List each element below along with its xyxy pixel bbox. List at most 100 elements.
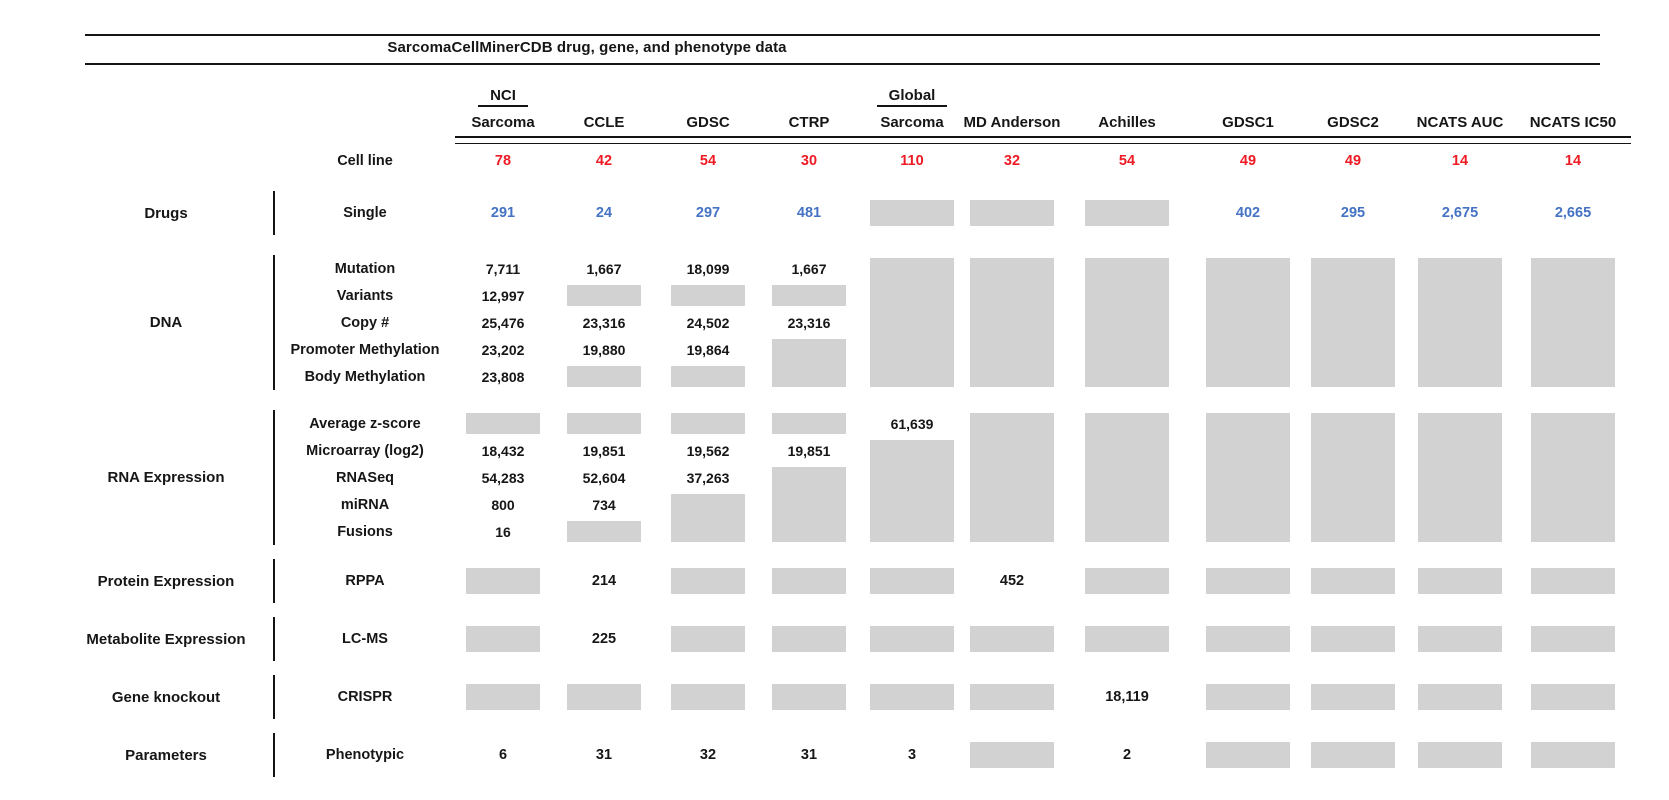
na-cell-gdsc: [657, 363, 759, 390]
no-data-box: [772, 467, 846, 542]
category-label: DNA: [25, 255, 275, 390]
subrow-label: Fusions: [337, 523, 393, 540]
no-data-box: [772, 568, 846, 594]
data-value-nci-sarcoma: 12,997: [481, 287, 525, 304]
no-data-box: [1531, 684, 1615, 710]
no-data-box: [870, 684, 954, 710]
cell-line-count-gdsc: 54: [699, 152, 717, 169]
no-data-box: [1206, 413, 1290, 542]
header-double-rule: [455, 135, 1631, 144]
data-value-nci-sarcoma: 7,711: [485, 260, 521, 277]
no-data-box: [1311, 684, 1395, 710]
data-value-ccle: 19,880: [582, 341, 626, 358]
data-value-ncats-auc: 2,675: [1441, 205, 1479, 221]
na-cell-ctrp: [759, 675, 859, 719]
no-data-box: [1418, 413, 1502, 542]
category-label: Gene knockout: [25, 675, 275, 719]
section-dna: DNA Mutation Variants Copy # Promoter Methyl…: [25, 255, 1656, 390]
na-cell-ctrp: [759, 464, 859, 545]
na-cell-gdsc2: [1301, 559, 1405, 603]
na-cell-achilles: [1059, 410, 1195, 545]
na-cell-global-sarcoma: [859, 437, 965, 545]
subrow-label: RPPA: [345, 573, 385, 589]
data-value-ccle: 214: [591, 573, 617, 589]
no-data-box: [870, 200, 954, 226]
na-cell-ctrp: [759, 282, 859, 309]
no-data-box: [772, 285, 846, 306]
na-cell-gdsc: [657, 675, 759, 719]
no-data-box: [1311, 258, 1395, 387]
na-cell-md-anderson: [965, 255, 1059, 390]
data-value-gdsc: 19,864: [686, 341, 730, 358]
na-cell-md-anderson: [965, 675, 1059, 719]
no-data-box: [466, 684, 540, 710]
no-data-box: [671, 494, 745, 542]
column-header-global-sarcoma: Sarcoma: [880, 113, 944, 131]
na-cell-gdsc2: [1301, 255, 1405, 390]
no-data-box: [1418, 568, 1502, 594]
na-cell-ccle: [551, 518, 657, 545]
na-cell-md-anderson: [965, 733, 1059, 777]
cell-line-count-global-sarcoma: 110: [900, 152, 924, 169]
cell-line-count-gdsc2: 49: [1344, 152, 1362, 169]
data-value-nci-sarcoma: 23,202: [481, 341, 525, 358]
data-value-ctrp: 19,851: [787, 442, 831, 459]
na-cell-ncats-auc: [1405, 733, 1515, 777]
subrow-label: LC-MS: [342, 631, 388, 647]
na-cell-md-anderson: [965, 617, 1059, 661]
data-value-ctrp: 31: [800, 747, 818, 763]
column-header-nci-sarcoma: Sarcoma: [471, 113, 535, 131]
na-cell-gdsc: [657, 282, 759, 309]
subrow-label: Variants: [336, 287, 394, 304]
category-label: Drugs: [25, 191, 275, 235]
no-data-box: [772, 413, 846, 434]
data-value-gdsc1: 402: [1235, 205, 1261, 221]
no-data-box: [671, 626, 745, 652]
na-cell-ncats-ic50: [1515, 255, 1631, 390]
data-value-md-anderson: 452: [999, 573, 1025, 589]
na-cell-ccle: [551, 410, 657, 437]
subrow-label: Body Methylation: [304, 368, 426, 385]
na-cell-ncats-auc: [1405, 617, 1515, 661]
na-cell-achilles: [1059, 255, 1195, 390]
na-cell-ncats-ic50: [1515, 559, 1631, 603]
no-data-box: [671, 684, 745, 710]
na-cell-achilles: [1059, 559, 1195, 603]
cell-line-count-ctrp: 30: [800, 152, 818, 169]
subrow-label: Single: [343, 205, 387, 221]
no-data-box: [1311, 742, 1395, 768]
na-cell-global-sarcoma: [859, 255, 965, 390]
no-data-box: [567, 366, 641, 387]
no-data-box: [1206, 684, 1290, 710]
no-data-box: [970, 200, 1054, 226]
section-gene-knockout: Gene knockout CRISPR 18,119: [25, 675, 1656, 719]
no-data-box: [970, 413, 1054, 542]
data-value-achilles: 2: [1122, 747, 1132, 763]
title-band: SarcomaCellMinerCDB drug, gene, and phen…: [85, 34, 1600, 65]
na-cell-global-sarcoma: [859, 617, 965, 661]
section-metabolite-expression: Metabolite Expression LC-MS 225: [25, 617, 1656, 661]
no-data-box: [772, 626, 846, 652]
no-data-box: [772, 684, 846, 710]
no-data-box: [970, 258, 1054, 387]
na-cell-ctrp: [759, 559, 859, 603]
data-value-gdsc2: 295: [1340, 205, 1366, 221]
no-data-box: [1531, 568, 1615, 594]
na-cell-achilles: [1059, 617, 1195, 661]
no-data-box: [1085, 200, 1169, 226]
section-rna-expression: RNA Expression Average z-score Microarray …: [25, 410, 1656, 545]
subrow-label: RNASeq: [335, 469, 394, 486]
no-data-box: [1418, 626, 1502, 652]
column-header-ncats-auc: NCATS AUC: [1416, 113, 1504, 131]
no-data-box: [1311, 413, 1395, 542]
data-value-nci-sarcoma: 25,476: [481, 314, 525, 331]
column-header-achilles: Achilles: [1098, 113, 1156, 131]
cell-line-count-nci-sarcoma: 78: [494, 152, 512, 169]
no-data-box: [671, 366, 745, 387]
column-header-ctrp: CTRP: [788, 113, 830, 131]
na-cell-gdsc1: [1195, 410, 1301, 545]
no-data-box: [671, 568, 745, 594]
na-cell-nci-sarcoma: [455, 675, 551, 719]
data-value-ccle: 31: [595, 747, 613, 763]
section-protein-expression: Protein Expression RPPA 214 452: [25, 559, 1656, 603]
